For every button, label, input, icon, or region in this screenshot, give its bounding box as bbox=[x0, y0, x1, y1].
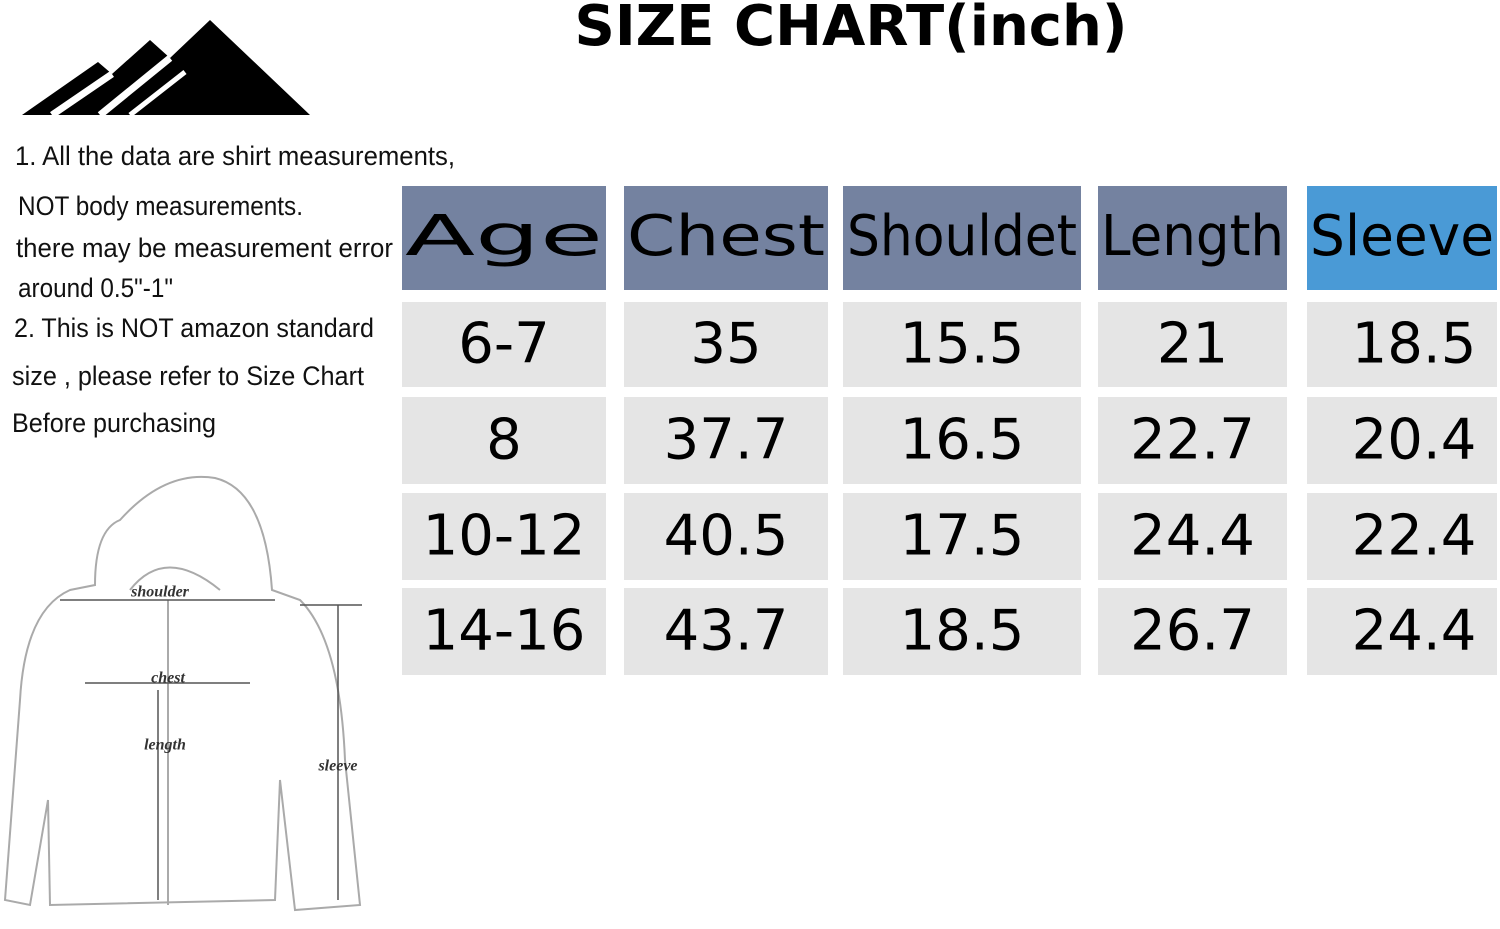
note-line: 1. All the data are shirt measurements, bbox=[15, 141, 455, 171]
cell-value: 35 bbox=[690, 312, 761, 377]
cell-value: 8 bbox=[486, 408, 522, 473]
table-cell bbox=[1098, 588, 1287, 675]
column-header: Shouldet bbox=[847, 204, 1077, 269]
cell-value: 24.4 bbox=[1130, 504, 1255, 569]
jacket-diagram bbox=[3, 476, 362, 912]
column-header: Length bbox=[1101, 204, 1284, 269]
header-cell bbox=[1307, 186, 1497, 290]
cell-value: 43.7 bbox=[664, 599, 789, 664]
column-header: Age bbox=[405, 204, 603, 269]
cell-value: 21 bbox=[1157, 312, 1228, 377]
table-cell bbox=[843, 397, 1081, 484]
table-cell bbox=[843, 588, 1081, 675]
cell-value: 6-7 bbox=[458, 312, 549, 377]
note-line: Before purchasing bbox=[12, 408, 216, 438]
table-cell bbox=[1307, 493, 1497, 580]
table-cell bbox=[1098, 397, 1287, 484]
note-line: there may be measurement error bbox=[16, 233, 393, 263]
table-cell bbox=[624, 397, 828, 484]
table-cell bbox=[624, 302, 828, 387]
notes: 1. All the data are shirt measurements, N… bbox=[12, 141, 455, 438]
cell-value: 22.7 bbox=[1130, 408, 1255, 473]
logo bbox=[22, 20, 310, 118]
column-header: Sleeve bbox=[1310, 204, 1494, 269]
header-cell bbox=[624, 186, 828, 290]
header-cell bbox=[402, 186, 606, 290]
table-cell bbox=[402, 588, 606, 675]
table-cell bbox=[843, 302, 1081, 387]
table-cell bbox=[624, 493, 828, 580]
table-cell bbox=[1307, 302, 1497, 387]
table-cell bbox=[624, 588, 828, 675]
cell-value: 22.4 bbox=[1352, 504, 1477, 569]
table-cell bbox=[402, 493, 606, 580]
table-cell bbox=[1307, 397, 1497, 484]
cell-value: 18.5 bbox=[1352, 312, 1477, 377]
note-line: around 0.5"-1" bbox=[18, 273, 173, 303]
note-line: size , please refer to Size Chart bbox=[12, 361, 364, 391]
diagram-label: chest bbox=[151, 670, 185, 687]
table-cell bbox=[1098, 493, 1287, 580]
cell-value: 15.5 bbox=[900, 312, 1025, 377]
diagram-label: shoulder bbox=[130, 584, 190, 601]
table-cell bbox=[1098, 302, 1287, 387]
cell-value: 17.5 bbox=[900, 504, 1025, 569]
header-cell bbox=[1098, 186, 1287, 290]
diagram-label: length bbox=[144, 737, 186, 754]
size-table: Age Chest Shouldet Length Sleeve 6-7 35 15.5 21 1… bbox=[402, 186, 1497, 675]
diagram-label: sleeve bbox=[317, 758, 357, 775]
cell-value: 40.5 bbox=[664, 504, 789, 569]
table-cell bbox=[402, 397, 606, 484]
cell-value: 20.4 bbox=[1352, 408, 1477, 473]
column-header: Chest bbox=[627, 204, 825, 269]
cell-value: 10-12 bbox=[423, 504, 586, 569]
cell-value: 24.4 bbox=[1352, 599, 1477, 664]
cell-value: 14-16 bbox=[423, 599, 586, 664]
table-cell bbox=[1307, 588, 1497, 675]
cell-value: 37.7 bbox=[664, 408, 789, 473]
note-line: NOT body measurements. bbox=[18, 191, 303, 221]
cell-value: 16.5 bbox=[900, 408, 1025, 473]
table-cell bbox=[402, 302, 606, 387]
table-cell bbox=[843, 493, 1081, 580]
cell-value: 18.5 bbox=[900, 599, 1025, 664]
note-line: 2. This is NOT amazon standard bbox=[14, 313, 374, 343]
title: SIZE CHART(inch) bbox=[575, 0, 1128, 59]
header-cell bbox=[843, 186, 1081, 290]
cell-value: 26.7 bbox=[1130, 599, 1255, 664]
